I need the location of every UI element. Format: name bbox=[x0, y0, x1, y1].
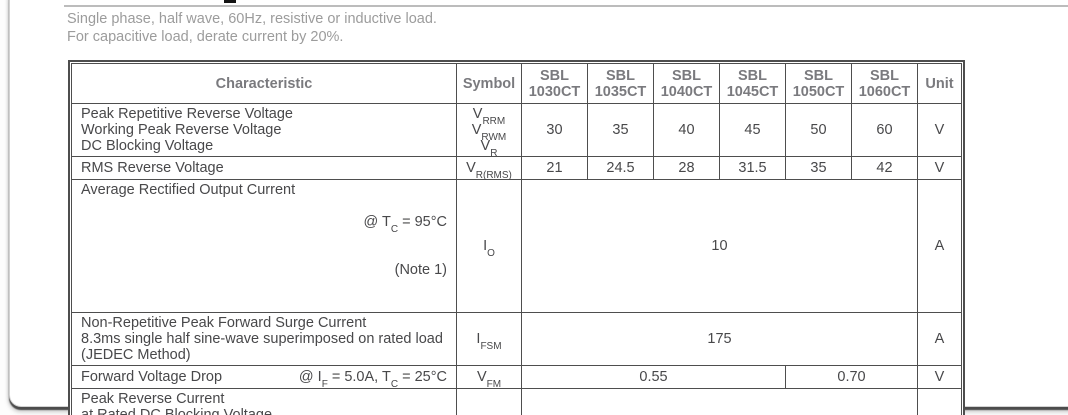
value-cell: 31.5 bbox=[719, 156, 786, 180]
col-header-sbl1060ct: SBL 1060CT bbox=[851, 63, 918, 104]
symbol-cell: IRM bbox=[456, 388, 522, 415]
row-reverse-current: Peak Reverse Current at Rated DC Blockin… bbox=[71, 388, 962, 415]
value-cell: 30 bbox=[521, 103, 588, 157]
value-cell: 60 bbox=[851, 103, 918, 157]
value-cell: 40 bbox=[653, 103, 720, 157]
symbol-cell: IFSM bbox=[456, 312, 522, 366]
row-rms-reverse-voltage: RMS Reverse Voltage VR(RMS) 21 24.5 28 3… bbox=[71, 156, 962, 180]
col-header-sbl1035ct: SBL 1035CT bbox=[587, 63, 654, 104]
unit-cell: V bbox=[917, 156, 962, 180]
note-line-1: Single phase, half wave, 60Hz, resistive… bbox=[67, 11, 437, 27]
col-header-sbl1040ct: SBL 1040CT bbox=[653, 63, 720, 104]
row-surge-current: Non-Repetitive Peak Forward Surge Curren… bbox=[71, 312, 962, 366]
characteristics-table-grid: Characteristic Symbol SBL 1030CT SBL 103… bbox=[71, 63, 962, 415]
characteristic-cell: Non-Repetitive Peak Forward Surge Curren… bbox=[71, 312, 457, 366]
symbol-cell: VFM bbox=[456, 365, 522, 389]
unit-cell: mA bbox=[917, 388, 962, 415]
value-cell: 21 bbox=[521, 156, 588, 180]
heading-divider-rule bbox=[64, 5, 1068, 7]
load-condition-notes: Single phase, half wave, 60Hz, resistive… bbox=[67, 11, 437, 46]
characteristics-table: Characteristic Symbol SBL 1030CT SBL 103… bbox=[68, 60, 965, 415]
note-line-2: For capacitive load, derate current by 2… bbox=[67, 28, 344, 45]
symbol-cell: IO bbox=[456, 179, 522, 313]
value-cell-span: 175 bbox=[521, 312, 918, 366]
value-cell-span: 0.55 bbox=[521, 365, 786, 389]
symbol-cell: VR(RMS) bbox=[456, 156, 522, 180]
unit-cell: V bbox=[917, 103, 962, 157]
table-header-row: Characteristic Symbol SBL 1030CT SBL 103… bbox=[71, 63, 962, 104]
value-cell-span: 10 bbox=[521, 179, 918, 313]
unit-cell: V bbox=[917, 365, 962, 389]
col-header-symbol: Symbol bbox=[456, 63, 522, 104]
col-header-sbl1045ct: SBL 1045CT bbox=[719, 63, 786, 104]
condition: @ IF = 5.0A, TC = 25°C bbox=[298, 369, 447, 390]
value-cell: 45 bbox=[719, 103, 786, 157]
value-cell: 50 bbox=[785, 103, 852, 157]
condition: @ TC = 95°C bbox=[363, 214, 447, 235]
cropped-heading-remnant bbox=[224, 0, 236, 3]
characteristic-cell: Forward Voltage Drop @ IF = 5.0A, TC = 2… bbox=[71, 365, 457, 390]
characteristic-cell: Peak Reverse Current at Rated DC Blockin… bbox=[71, 388, 457, 415]
characteristic-cell: Peak Repetitive Reverse Voltage Working … bbox=[71, 103, 457, 157]
col-header-unit: Unit bbox=[917, 63, 962, 104]
col-header-sbl1050ct: SBL 1050CT bbox=[785, 63, 852, 104]
value-cell: 35 bbox=[587, 103, 654, 157]
row-reverse-voltage: Peak Repetitive Reverse Voltage Working … bbox=[71, 103, 962, 158]
symbol-cell: VRRM VRWM VR bbox=[456, 103, 522, 158]
value-cell: 35 bbox=[785, 156, 852, 180]
characteristic-cell: RMS Reverse Voltage bbox=[71, 156, 457, 180]
col-header-characteristic: Characteristic bbox=[71, 63, 457, 104]
col-header-sbl1030ct: SBL 1030CT bbox=[521, 63, 588, 104]
value-cell-span: 0.70 bbox=[785, 365, 918, 389]
characteristic-cell: Average Rectified Output Current @ TC = … bbox=[71, 179, 457, 313]
note-ref: (Note 1) bbox=[394, 262, 447, 278]
value-cell: 24.5 bbox=[587, 156, 654, 180]
unit-cell: A bbox=[917, 179, 962, 313]
value-cell: 42 bbox=[851, 156, 918, 180]
row-forward-voltage: Forward Voltage Drop @ IF = 5.0A, TC = 2… bbox=[71, 365, 962, 390]
value-cell-span: 0.5 50 bbox=[521, 388, 918, 415]
unit-cell: A bbox=[917, 312, 962, 366]
row-avg-output-current: Average Rectified Output Current @ TC = … bbox=[71, 179, 962, 313]
value-cell: 28 bbox=[653, 156, 720, 180]
